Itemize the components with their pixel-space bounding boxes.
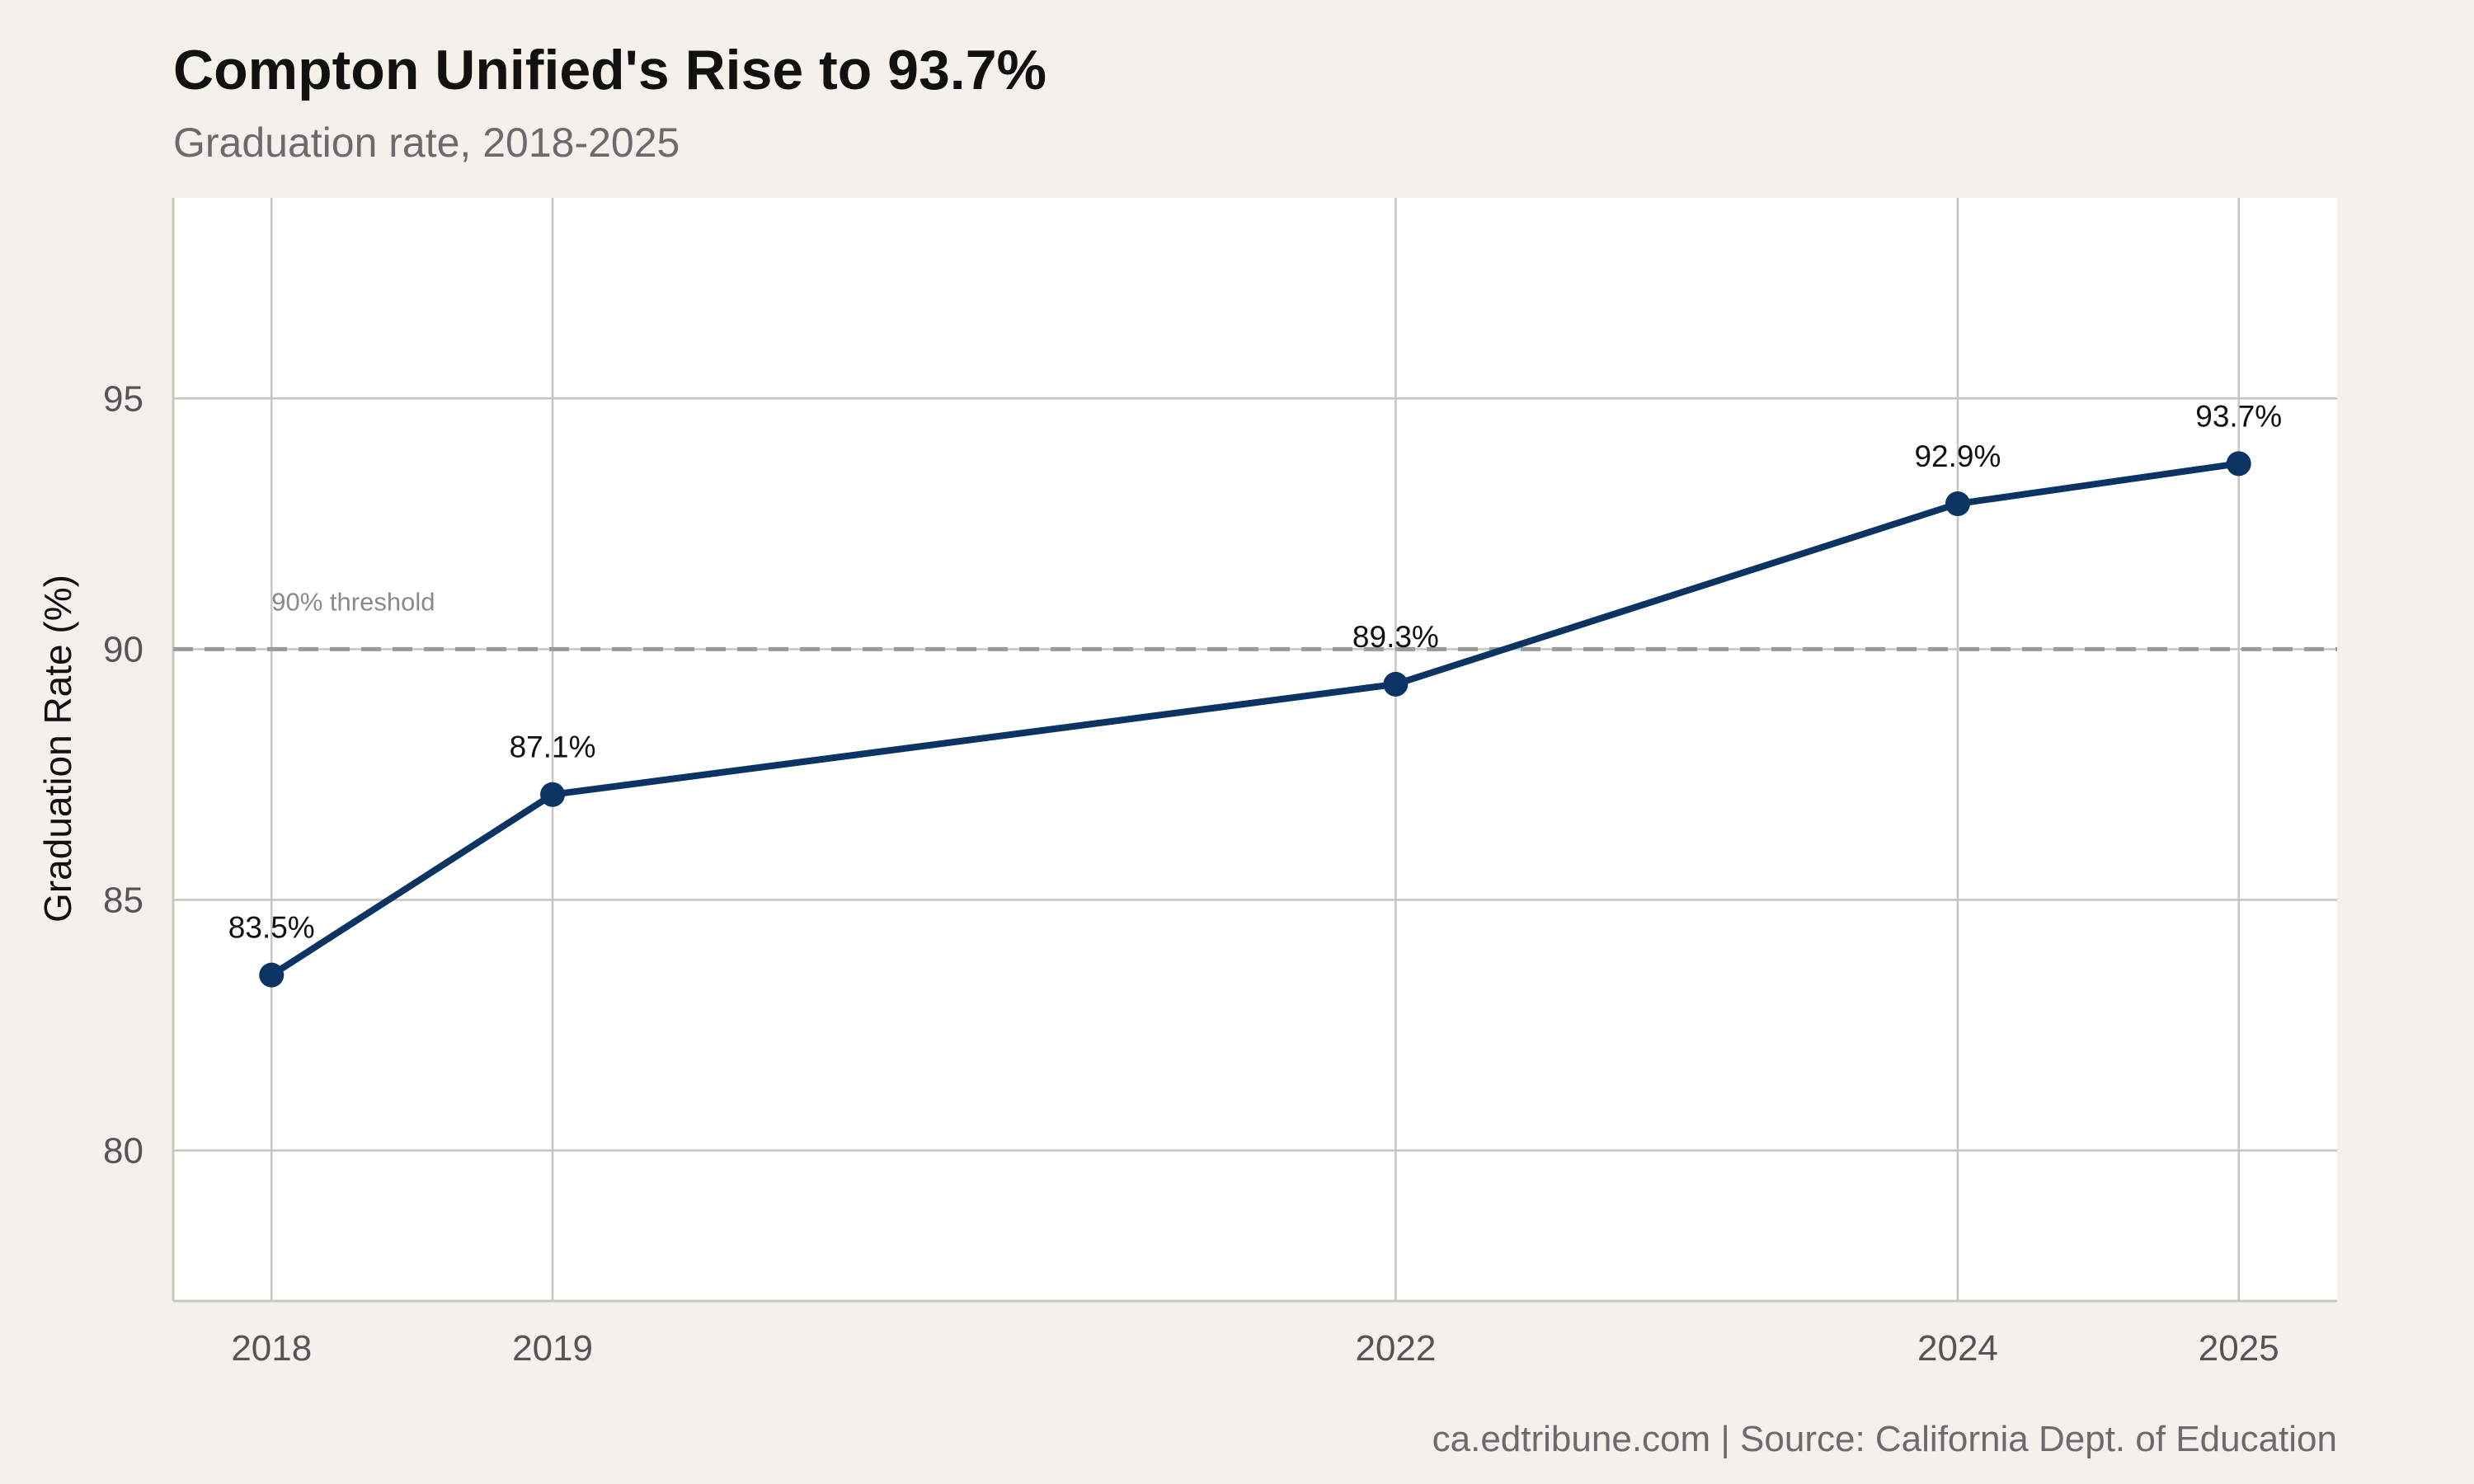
chart-subtitle: Graduation rate, 2018-2025	[173, 120, 680, 166]
data-label: 93.7%	[2195, 399, 2282, 433]
y-tick-label: 80	[103, 1131, 143, 1172]
label-layer: 83.5% 87.1% 89.3% 92.9% 93.7%	[228, 399, 2282, 944]
data-label: 83.5%	[228, 911, 315, 945]
data-point	[1383, 671, 1409, 697]
series-layer	[259, 451, 2251, 988]
y-tick-label: 95	[103, 378, 143, 419]
y-axis-title: Graduation Rate (%)	[36, 575, 79, 923]
data-label: 87.1%	[510, 730, 596, 764]
x-tick-label: 2022	[1355, 1328, 1436, 1369]
reference-layer: 90% threshold	[173, 587, 2337, 651]
chart-caption: ca.edtribune.com | Source: California De…	[1432, 1419, 2337, 1459]
data-label: 89.3%	[1352, 620, 1439, 654]
y-tick-label: 85	[103, 880, 143, 920]
x-tick-label: 2019	[512, 1328, 593, 1369]
x-tick-label: 2018	[231, 1328, 312, 1369]
data-point	[2226, 451, 2251, 477]
axis-layer: 80 85 90 95 2018 2019 2022 2024 2025	[103, 198, 2337, 1369]
x-tick-label: 2024	[1917, 1328, 1998, 1369]
y-tick-label: 90	[103, 629, 143, 669]
plot-panel	[173, 198, 2337, 1301]
data-label: 92.9%	[1914, 439, 2001, 473]
data-point	[1945, 491, 1970, 516]
data-point	[259, 962, 285, 988]
threshold-label: 90% threshold	[271, 587, 435, 616]
x-tick-label: 2025	[2199, 1328, 2279, 1369]
data-point	[540, 782, 566, 807]
chart-title: Compton Unified's Rise to 93.7%	[173, 39, 1047, 101]
